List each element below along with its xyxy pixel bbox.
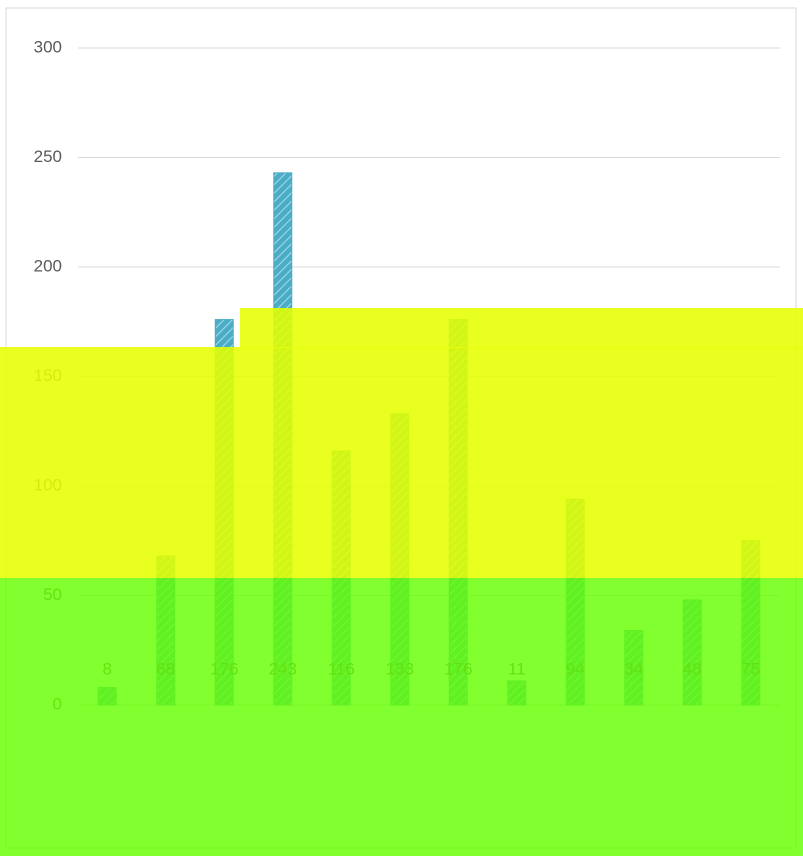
overlay xyxy=(0,308,803,856)
yellow-overlay xyxy=(240,308,803,348)
y-tick-label: 250 xyxy=(34,147,62,166)
y-tick-label: 300 xyxy=(34,37,62,56)
y-tick-label: 200 xyxy=(34,256,62,275)
green-overlay xyxy=(0,578,803,856)
yellow-overlay xyxy=(0,347,803,578)
